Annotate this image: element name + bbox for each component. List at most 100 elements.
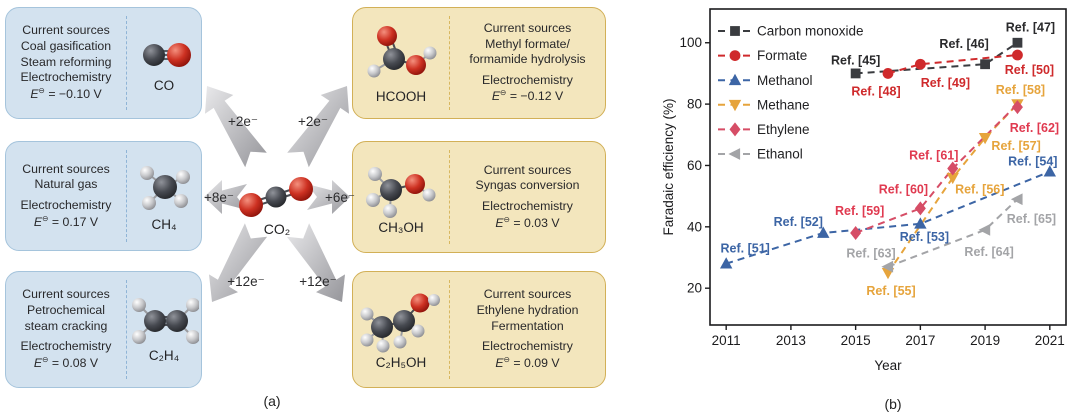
data-point-triangle-up bbox=[1043, 165, 1057, 177]
molecule-hcooh: HCOOH bbox=[353, 8, 449, 118]
box-text-line: Current sources bbox=[22, 161, 110, 176]
ref-label: Ref. [50] bbox=[1005, 63, 1054, 77]
potential-symbol: E bbox=[495, 215, 504, 230]
data-point-diamond bbox=[850, 225, 862, 240]
ref-label: Ref. [58] bbox=[996, 83, 1045, 97]
c2h5oh-molecule-icon bbox=[360, 293, 440, 353]
series-line-methanol bbox=[725, 170, 1051, 265]
product-box-c2h4: Current sources Petrochemical steam cracki… bbox=[5, 271, 202, 388]
y-tick-label: 100 bbox=[679, 35, 702, 50]
standard-potential: E⊖ = 0.08 V bbox=[34, 355, 98, 372]
data-point-triangle-down bbox=[946, 172, 959, 185]
molecule-ch4: CH₄ bbox=[127, 142, 201, 250]
legend-label: Methane bbox=[757, 97, 810, 112]
box-text-c2h4: Current sources Petrochemical steam cracki… bbox=[6, 272, 126, 387]
box-text-co: Current sources Coal gasification Steam re… bbox=[6, 8, 126, 118]
box-lines: Current sources Syngas conversion Electroc… bbox=[476, 163, 580, 215]
box-text-line: formamide hydrolysis bbox=[469, 52, 586, 67]
standard-potential: E⊖ = 0.03 V bbox=[495, 215, 559, 232]
electron-label-to-ch4: +8e⁻ bbox=[203, 190, 235, 205]
data-point-triangle-left bbox=[881, 260, 894, 273]
co2-molecule-icon bbox=[239, 177, 313, 217]
co-molecule-icon bbox=[143, 42, 191, 67]
ref-label: Ref. [59] bbox=[835, 204, 884, 218]
box-text-line: Ethylene hydration bbox=[476, 303, 579, 318]
box-text-line: Electrochemistry bbox=[482, 339, 573, 354]
box-text-line: Petrochemical bbox=[27, 303, 105, 318]
potential-value: = −0.10 V bbox=[44, 86, 102, 101]
ref-label: Ref. [64] bbox=[964, 245, 1013, 259]
ref-label: Ref. [55] bbox=[866, 284, 915, 298]
standard-potential: E⊖ = 0.09 V bbox=[495, 355, 559, 372]
electron-label-to-ch3oh: +6e⁻ bbox=[324, 190, 356, 205]
ref-label: Ref. [61] bbox=[909, 149, 958, 163]
box-text-line: Natural gas bbox=[34, 177, 98, 192]
box-text-line: Electrochemistry bbox=[20, 339, 112, 354]
box-text-line: Electrochemistry bbox=[482, 72, 573, 87]
y-tick-label: 60 bbox=[687, 158, 702, 173]
ref-label: Ref. [65] bbox=[1007, 212, 1056, 226]
panel-b-label: (b) bbox=[884, 396, 902, 412]
box-text-line: Electrochemistry bbox=[20, 197, 112, 212]
y-tick-label: 20 bbox=[687, 281, 702, 296]
box-divider bbox=[449, 16, 450, 110]
box-divider bbox=[449, 150, 450, 244]
legend-marker-triangle-down bbox=[728, 99, 742, 112]
standard-potential: E⊖ = −0.10 V bbox=[30, 86, 101, 103]
box-divider bbox=[126, 150, 127, 242]
data-point-triangle-up bbox=[719, 257, 733, 269]
faradaic-efficiency-chart: 20 40 60 80 100 2011 2013 2015 2017 2019 2021 Farad… bbox=[661, 8, 1067, 373]
potential-sup: ⊖ bbox=[503, 354, 510, 364]
box-text-line: Current sources bbox=[483, 287, 572, 302]
data-point-triangle-left bbox=[978, 223, 991, 236]
ref-label: Ref. [62] bbox=[1010, 121, 1059, 135]
box-divider bbox=[449, 280, 450, 379]
potential-value: = −0.12 V bbox=[506, 89, 564, 104]
molecule-label-c2h4: C₂H₄ bbox=[148, 348, 180, 363]
potential-value: = 0.08 V bbox=[48, 355, 99, 370]
standard-potential: E⊖ = −0.12 V bbox=[492, 88, 563, 105]
x-tick-label: 2013 bbox=[776, 333, 806, 348]
box-lines: Current sources Petrochemical steam cracki… bbox=[21, 287, 112, 354]
legend-label: Methanol bbox=[757, 73, 813, 88]
data-point-triangle-up bbox=[914, 217, 927, 229]
potential-symbol: E bbox=[491, 89, 501, 104]
standard-potential: E⊖ = 0.17 V bbox=[34, 214, 98, 231]
ch4-molecule-icon bbox=[140, 165, 190, 210]
box-text-line: Methyl formate/ bbox=[485, 36, 570, 51]
molecule-label-ch4: CH₄ bbox=[151, 216, 177, 232]
x-axis-label: Year bbox=[874, 358, 902, 373]
series-line-ethanol bbox=[887, 198, 1019, 268]
legend-marker-circle bbox=[729, 50, 741, 61]
molecule-label-c2h5oh: C₂H₅OH bbox=[375, 355, 427, 370]
arrow-to-hcooh bbox=[287, 86, 349, 168]
ref-label: Ref. [45] bbox=[831, 53, 880, 67]
data-point-diamond bbox=[914, 201, 926, 216]
potential-value: = 0.03 V bbox=[510, 215, 560, 230]
molecule-label-ch3oh: CH₃OH bbox=[378, 219, 424, 235]
data-point-circle bbox=[914, 58, 926, 70]
data-point-circle bbox=[1012, 49, 1023, 61]
potential-sup: ⊖ bbox=[500, 88, 507, 98]
product-box-hcooh: HCOOH Current sources Methyl formate/form… bbox=[352, 7, 606, 119]
ref-label: Ref. [49] bbox=[921, 76, 970, 90]
data-point-triangle-up bbox=[817, 226, 830, 238]
data-point-circle bbox=[882, 68, 894, 79]
c2h4-molecule-icon bbox=[132, 298, 199, 344]
ch3oh-molecule-icon bbox=[366, 166, 436, 218]
box-lines: Current sources Methyl formate/formamide … bbox=[469, 21, 585, 88]
molecule-ch3oh: CH₃OH bbox=[353, 142, 449, 252]
legend-label: Carbon monoxide bbox=[757, 24, 864, 39]
molecule-co: CO bbox=[127, 8, 201, 118]
x-tick-label: 2017 bbox=[905, 333, 935, 348]
y-tick-label: 40 bbox=[687, 219, 702, 234]
potential-sup: ⊖ bbox=[38, 85, 45, 95]
ref-label: Ref. [48] bbox=[851, 84, 900, 98]
box-lines: Current sources Coal gasification Steam re… bbox=[21, 23, 112, 85]
y-tick-label: 80 bbox=[687, 97, 702, 112]
legend-label: Formate bbox=[757, 48, 807, 63]
legend-marker-square bbox=[730, 26, 740, 36]
arrow-to-ch3oh bbox=[307, 180, 350, 214]
reaction-arrows-layer bbox=[204, 86, 350, 302]
